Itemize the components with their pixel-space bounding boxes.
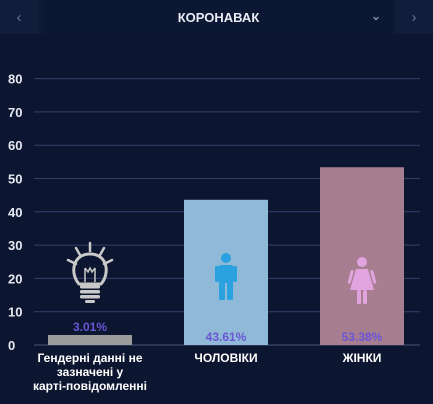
data-label: 3.01% (73, 320, 107, 334)
female-icon (347, 257, 377, 304)
y-tick-label: 0 (8, 338, 15, 353)
y-tick-label: 40 (8, 205, 22, 220)
y-tick-label: 70 (8, 105, 22, 120)
chevron-right-icon: › (411, 8, 417, 26)
y-tick-label: 20 (8, 271, 22, 286)
bar-chart: 0 10 20 30 40 50 60 70 80 3.01% 43.61% 53.38% Гендер… (8, 72, 420, 393)
y-tick-label: 60 (8, 138, 22, 153)
y-tick-label: 50 (8, 172, 22, 187)
chevron-left-icon: ‹ (16, 8, 22, 26)
male-icon (215, 253, 237, 300)
data-label: 53.38% (342, 330, 383, 344)
y-tick-label: 30 (8, 238, 22, 253)
data-label: 43.61% (206, 330, 247, 344)
next-button[interactable]: › (395, 0, 433, 34)
chevron-down-icon: ⌄ (370, 9, 381, 23)
top-bar: ‹ КОРОНАВАК ⌄ › (0, 0, 433, 34)
prev-button[interactable]: ‹ (0, 0, 38, 34)
category-label: ЧОЛОВІКИ (194, 351, 257, 365)
bar (320, 167, 404, 345)
chart-selector[interactable]: КОРОНАВАК ⌄ (44, 0, 393, 34)
y-tick-label: 10 (8, 305, 22, 320)
y-tick-label: 80 (8, 72, 22, 87)
bar (48, 334, 132, 345)
category-label: Гендерні данні не зазначені у карті-повідо… (33, 351, 147, 393)
lightbulb-icon (66, 241, 114, 303)
category-label: ЖІНКИ (342, 351, 382, 365)
page-title: КОРОНАВАК (177, 9, 260, 25)
